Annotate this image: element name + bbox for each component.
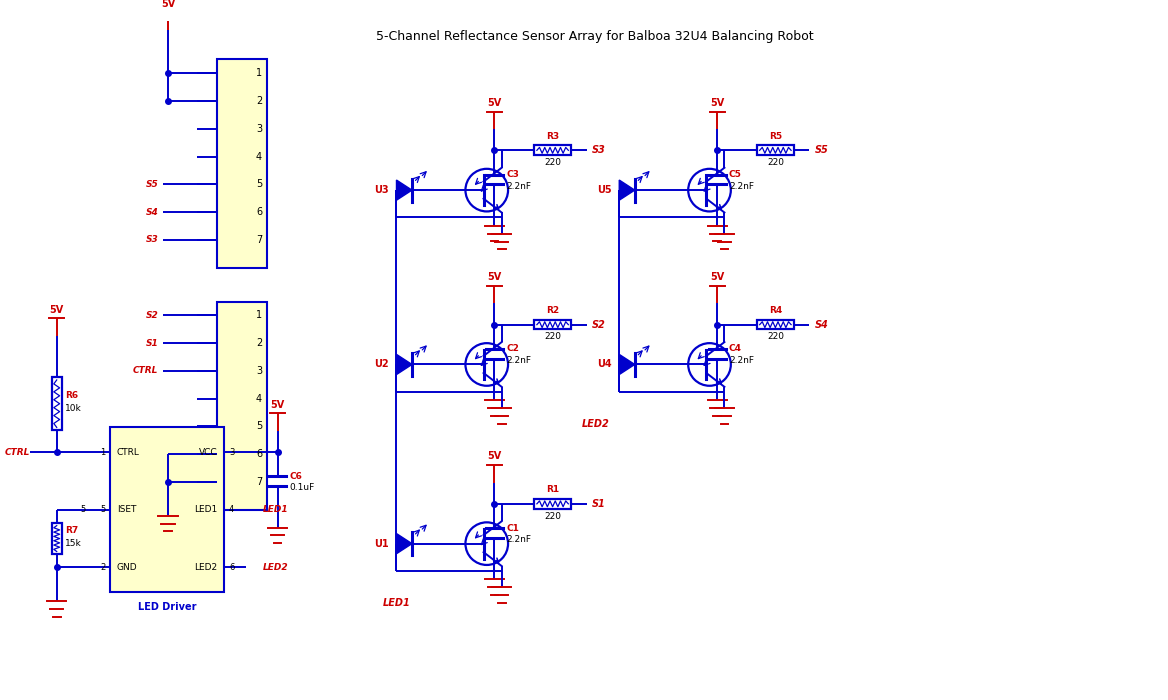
Text: R6: R6	[65, 391, 78, 400]
Text: 5V: 5V	[161, 0, 175, 9]
Text: 7: 7	[256, 477, 262, 487]
Text: LED1: LED1	[383, 598, 410, 608]
Text: 5V: 5V	[710, 272, 724, 282]
Text: 5-Channel Reflectance Sensor Array for Balboa 32U4 Balancing Robot: 5-Channel Reflectance Sensor Array for B…	[376, 30, 814, 43]
Text: S3: S3	[146, 235, 159, 244]
Text: LED2: LED2	[263, 563, 288, 572]
Text: 4: 4	[229, 505, 235, 514]
Text: 2: 2	[256, 96, 262, 106]
Text: C5: C5	[729, 170, 742, 179]
Polygon shape	[396, 354, 412, 374]
Text: 15k: 15k	[65, 539, 82, 548]
Text: 5: 5	[100, 505, 105, 514]
Text: VCC: VCC	[199, 447, 217, 456]
Polygon shape	[619, 180, 634, 200]
Text: 6: 6	[256, 449, 262, 459]
Text: S4: S4	[146, 208, 159, 216]
Text: 5: 5	[256, 179, 262, 189]
Text: S5: S5	[815, 146, 829, 155]
Text: U3: U3	[374, 185, 389, 195]
Text: S4: S4	[815, 320, 829, 330]
Text: 4: 4	[256, 393, 262, 404]
Bar	[757, 146, 794, 155]
Bar	[51, 377, 62, 430]
Bar	[110, 428, 224, 592]
Text: 220: 220	[767, 158, 784, 167]
Text: LED1: LED1	[263, 505, 288, 514]
Text: 3: 3	[256, 366, 262, 376]
Text: 2.2nF: 2.2nF	[729, 182, 753, 190]
Text: 2.2nF: 2.2nF	[506, 182, 531, 190]
Text: 4: 4	[256, 151, 262, 162]
Text: 220: 220	[544, 512, 561, 521]
Text: S2: S2	[592, 320, 606, 330]
Text: 2.2nF: 2.2nF	[506, 356, 531, 365]
Text: R4: R4	[769, 306, 783, 315]
Text: R5: R5	[769, 132, 781, 141]
Text: C4: C4	[729, 344, 742, 354]
Text: 5V: 5V	[487, 272, 501, 282]
Text: C2: C2	[506, 344, 519, 354]
Text: 220: 220	[767, 332, 784, 342]
Bar	[534, 499, 571, 509]
Text: 220: 220	[544, 332, 561, 342]
Text: 1: 1	[256, 310, 262, 321]
Text: R1: R1	[547, 485, 559, 494]
Text: R2: R2	[547, 306, 559, 315]
Text: 5: 5	[256, 421, 262, 431]
Text: LED2: LED2	[582, 419, 610, 429]
Polygon shape	[619, 354, 634, 374]
Text: U1: U1	[374, 538, 389, 549]
Text: 6: 6	[229, 563, 235, 572]
Text: R3: R3	[547, 132, 559, 141]
Text: S1: S1	[146, 339, 159, 348]
Text: 10k: 10k	[65, 404, 82, 413]
Text: S1: S1	[592, 499, 606, 509]
Text: 5V: 5V	[487, 98, 501, 108]
Text: 5V: 5V	[271, 400, 285, 410]
Text: CTRL: CTRL	[5, 447, 29, 456]
Polygon shape	[396, 533, 412, 554]
Text: ISET: ISET	[117, 505, 137, 514]
Text: 2: 2	[100, 563, 105, 572]
Text: 220: 220	[544, 158, 561, 167]
Polygon shape	[396, 180, 412, 200]
Text: C1: C1	[506, 524, 519, 533]
Text: U2: U2	[374, 360, 389, 370]
Text: 7: 7	[256, 234, 262, 245]
Text: 5: 5	[81, 505, 85, 514]
Text: 3: 3	[256, 124, 262, 134]
Text: 5V: 5V	[710, 98, 724, 108]
Text: 5V: 5V	[487, 452, 501, 461]
Text: LED1: LED1	[194, 505, 217, 514]
Text: S3: S3	[592, 146, 606, 155]
Bar	[216, 302, 267, 510]
Text: R7: R7	[65, 526, 78, 536]
Text: LED Driver: LED Driver	[138, 602, 196, 612]
Text: 2: 2	[256, 338, 262, 348]
Text: 6: 6	[256, 207, 262, 217]
Text: C6: C6	[290, 472, 303, 481]
Text: 2.2nF: 2.2nF	[506, 536, 531, 544]
Bar	[534, 146, 571, 155]
Text: 1: 1	[100, 447, 105, 456]
Text: CTRL: CTRL	[117, 447, 140, 456]
Text: 0.1uF: 0.1uF	[290, 484, 314, 493]
Text: GND: GND	[117, 563, 138, 572]
Text: 5V: 5V	[49, 304, 64, 314]
Text: CTRL: CTRL	[133, 366, 159, 375]
Text: LED2: LED2	[194, 563, 217, 572]
Text: 2.2nF: 2.2nF	[729, 356, 753, 365]
Text: C3: C3	[506, 170, 519, 179]
Bar	[757, 320, 794, 330]
Bar	[534, 320, 571, 330]
Text: 1: 1	[256, 69, 262, 78]
Text: S2: S2	[146, 311, 159, 320]
Bar	[216, 60, 267, 267]
Text: S5: S5	[146, 180, 159, 189]
Bar	[51, 523, 62, 554]
Text: U5: U5	[597, 185, 612, 195]
Text: U4: U4	[597, 360, 612, 370]
Text: 3: 3	[229, 447, 235, 456]
